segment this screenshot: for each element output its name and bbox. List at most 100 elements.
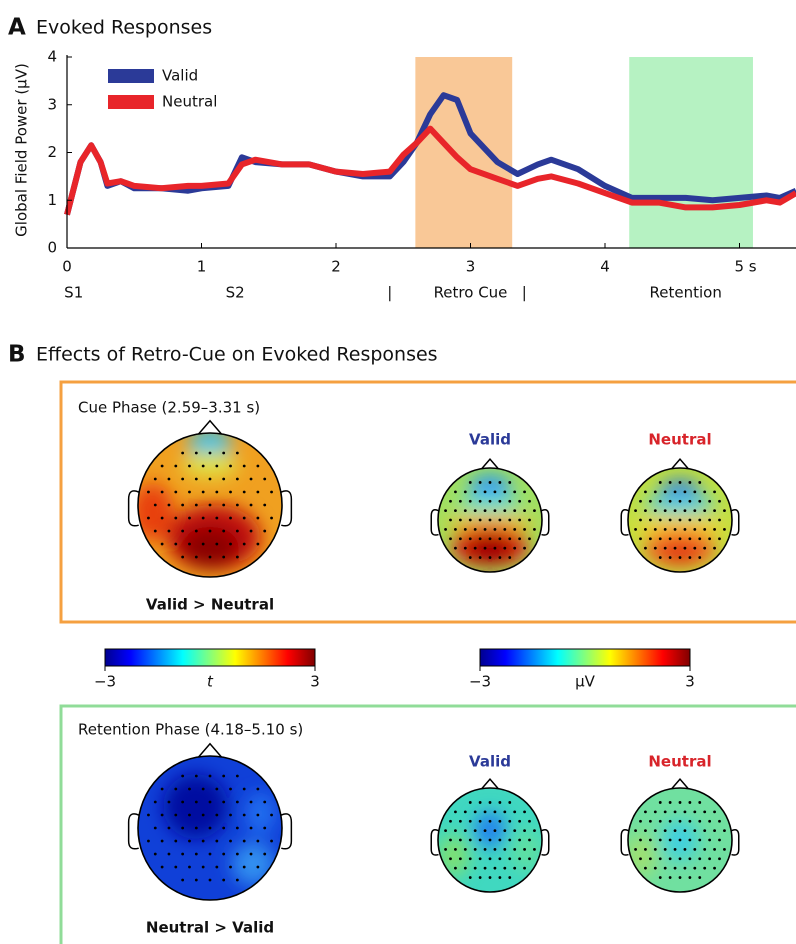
electrode xyxy=(498,801,502,804)
electrode xyxy=(644,546,647,550)
electrode xyxy=(639,499,642,503)
time-annotation: S1 xyxy=(64,284,83,302)
electrode xyxy=(653,546,657,550)
electrode xyxy=(518,499,522,503)
electrode xyxy=(473,866,477,870)
colorbar-label: t xyxy=(207,673,214,691)
electrode xyxy=(256,839,260,843)
electrode xyxy=(658,876,662,879)
head-nose xyxy=(197,419,223,435)
electrode xyxy=(683,810,687,814)
electrode xyxy=(644,490,647,494)
electrode xyxy=(444,847,447,851)
electrode xyxy=(167,826,171,830)
topo-blob xyxy=(246,792,275,836)
electrode xyxy=(513,847,517,851)
electrode xyxy=(229,787,232,791)
electrode xyxy=(153,852,157,856)
electrode xyxy=(698,819,702,823)
electrode xyxy=(229,813,232,817)
electrode xyxy=(174,839,178,843)
legend-label: Valid xyxy=(162,67,198,85)
electrode xyxy=(208,826,212,830)
electrode xyxy=(463,847,467,851)
electrode xyxy=(668,819,672,823)
electrode xyxy=(468,876,472,879)
electrode xyxy=(663,546,667,550)
electrode xyxy=(703,829,707,833)
electrode xyxy=(181,503,185,507)
electrode xyxy=(478,499,482,503)
electrode xyxy=(263,826,267,830)
electrode xyxy=(678,499,682,503)
electrode xyxy=(160,464,164,468)
electrode xyxy=(444,829,447,833)
electrode xyxy=(708,857,712,861)
electrode xyxy=(463,509,467,513)
electrode xyxy=(478,556,482,559)
electrode xyxy=(693,527,697,531)
head-outline xyxy=(627,467,733,573)
electrode xyxy=(693,847,697,851)
electrode xyxy=(713,490,716,494)
electrode xyxy=(235,555,239,559)
electrode xyxy=(688,499,692,503)
electrode xyxy=(708,838,712,842)
electrode xyxy=(708,518,712,522)
electrode xyxy=(229,839,232,843)
electrode xyxy=(528,819,531,823)
electrode xyxy=(242,865,246,869)
electrode xyxy=(703,866,707,870)
electrode xyxy=(468,499,472,503)
electrode xyxy=(658,499,662,503)
electrode xyxy=(235,451,239,455)
electrode xyxy=(263,503,267,507)
electrode xyxy=(678,876,682,879)
electrode xyxy=(639,819,642,823)
head-ear xyxy=(731,829,740,856)
electrode xyxy=(249,800,253,804)
electrode xyxy=(648,819,652,823)
head-outline xyxy=(137,755,283,901)
electrode xyxy=(688,876,692,879)
electrode xyxy=(683,866,687,870)
electrode xyxy=(528,499,531,503)
electrode xyxy=(181,800,185,804)
electrode xyxy=(668,518,672,522)
electrode xyxy=(215,464,219,468)
electrode xyxy=(508,857,512,861)
topomap xyxy=(620,458,740,573)
electrode xyxy=(449,537,452,541)
electrode xyxy=(723,847,726,851)
electrode xyxy=(653,829,657,833)
electrode xyxy=(468,481,472,484)
electrode xyxy=(188,865,191,869)
electrode xyxy=(167,800,171,804)
electrode xyxy=(194,477,198,481)
electrode xyxy=(270,490,273,494)
electrode xyxy=(678,537,682,541)
phase-title: Cue Phase (2.59–3.31 s) xyxy=(78,399,260,417)
electrode xyxy=(242,839,246,843)
electrode xyxy=(503,810,507,814)
electrode xyxy=(174,787,178,791)
electrode xyxy=(713,847,716,851)
electrode xyxy=(242,490,246,494)
electrode xyxy=(678,838,682,842)
electrode xyxy=(518,857,522,861)
electrode xyxy=(708,537,712,541)
head-nose xyxy=(481,458,499,470)
electrode xyxy=(634,527,637,531)
topomap-fill xyxy=(138,433,282,577)
electrode xyxy=(270,813,273,817)
electrode xyxy=(658,857,662,861)
topo-blob xyxy=(188,433,232,460)
electrode xyxy=(668,481,672,484)
legend-swatch xyxy=(108,69,154,83)
electrode xyxy=(473,546,477,550)
electrode xyxy=(513,527,517,531)
electrode xyxy=(713,509,716,513)
electrode xyxy=(703,490,707,494)
electrode xyxy=(201,516,205,520)
